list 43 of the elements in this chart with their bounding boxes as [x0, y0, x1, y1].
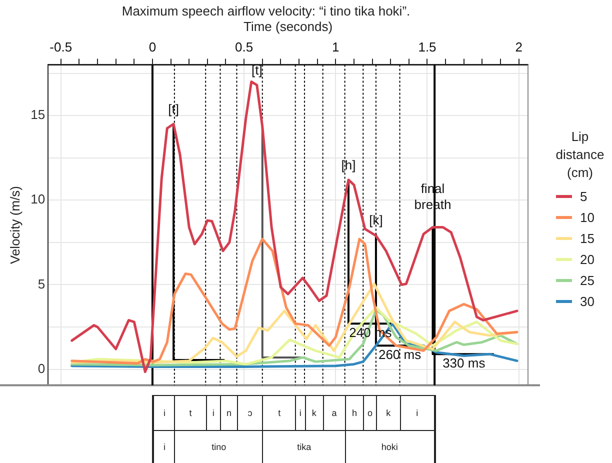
y-tick-label: 15 — [30, 107, 46, 122]
x-tick-label: 1.5 — [418, 40, 436, 55]
x-tick-label: 2 — [515, 40, 522, 55]
legend-label: 15 — [580, 231, 594, 246]
legend-label: 5 — [580, 189, 588, 204]
x-axis-title: Time (seconds) — [243, 18, 333, 34]
text: k — [376, 395, 401, 431]
legend-label: 25 — [580, 273, 594, 288]
text: k — [304, 395, 324, 431]
text: tika — [262, 430, 346, 463]
y-axis-title: Velocity (m/s) — [7, 186, 22, 264]
legend-title: Lip distance (cm) — [554, 128, 606, 182]
y-tick-label: 5 — [38, 276, 46, 292]
text: i — [152, 430, 176, 463]
text: tino — [174, 430, 264, 463]
legend-label: 30 — [580, 294, 594, 309]
annotation: 260 ms — [378, 347, 422, 362]
text: hoki — [344, 430, 436, 463]
annotation: [h] — [341, 157, 356, 172]
text: o — [363, 395, 377, 431]
x-tick-label: 0.5 — [235, 40, 254, 55]
text: h — [344, 395, 364, 431]
text: i — [152, 395, 176, 431]
text: t — [262, 395, 296, 431]
y-tick-label: 10 — [30, 192, 46, 207]
y-tick-label: 0 — [38, 360, 46, 376]
annotation: 330 ms — [442, 356, 486, 371]
x-tick-label: -0.5 — [50, 40, 72, 55]
text: t — [174, 395, 207, 431]
chart-title: Maximum speech airflow velocity: “i tino tika hoki”. — [122, 3, 410, 18]
x-tick-label: 0 — [148, 40, 156, 55]
text: i — [400, 395, 436, 431]
legend-label: 20 — [580, 252, 594, 267]
legend-label: 10 — [580, 210, 594, 225]
text: i — [295, 395, 306, 431]
x-tick-label: 1 — [332, 40, 340, 55]
text: i — [206, 395, 222, 431]
annotation: [t] — [251, 62, 262, 78]
text: a — [322, 395, 346, 431]
text: n — [220, 395, 238, 431]
text: ɔ — [236, 395, 264, 431]
annotation: [k] — [369, 212, 383, 228]
annotation: [t] — [168, 102, 179, 117]
